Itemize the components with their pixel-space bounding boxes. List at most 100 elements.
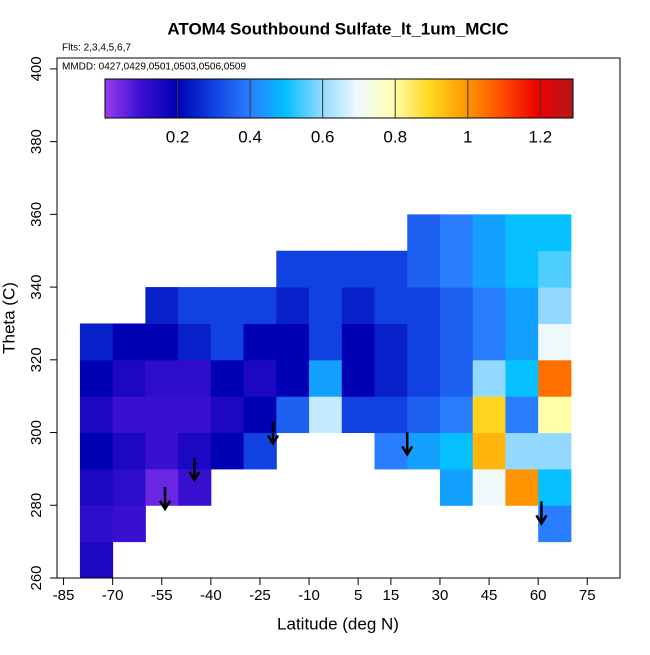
x-tick-label: 75 [579, 587, 596, 604]
heatmap-cell [79, 541, 114, 579]
heatmap-cell [79, 432, 114, 470]
heatmap-cell [407, 323, 441, 361]
y-tick-label: 300 [28, 420, 45, 445]
heatmap-cell [341, 250, 376, 288]
heatmap-cell [439, 250, 474, 288]
x-tick-label: 60 [530, 587, 547, 604]
heatmap-cell [407, 396, 441, 434]
heatmap-cell [178, 396, 212, 434]
y-tick-label: 320 [28, 347, 45, 372]
heatmap-cell [505, 214, 539, 252]
heatmap-cell [374, 287, 408, 324]
x-tick-label: -70 [102, 587, 124, 604]
heatmap-cell [243, 359, 277, 397]
heatmap-cell [407, 432, 441, 470]
heatmap-cell [79, 396, 114, 434]
heatmap-cell [112, 396, 146, 434]
heatmap-cell [374, 359, 408, 397]
heatmap-cell [538, 468, 572, 506]
heatmap-cell [309, 250, 343, 288]
colorbar-tick-label: 0.6 [311, 127, 335, 146]
y-tick-label: 380 [28, 129, 45, 154]
x-tick-label: -40 [200, 587, 222, 604]
heatmap-cell [341, 359, 376, 397]
heatmap-cell [276, 250, 310, 288]
heatmap-cell [538, 505, 572, 543]
annotation: MMDD: 0427,0429,0501,0503,0506,0509 [62, 62, 246, 73]
heatmap-cell [243, 287, 277, 324]
heatmap-cell [407, 287, 441, 324]
y-tick-label: 260 [28, 565, 45, 590]
heatmap-cell [374, 323, 408, 361]
x-tick-label: 15 [383, 587, 400, 604]
x-tick-label: -85 [53, 587, 75, 604]
heatmap-cell [309, 287, 343, 324]
heatmap-cell [79, 468, 114, 506]
heatmap-cell [439, 214, 474, 252]
x-tick-label: -25 [249, 587, 271, 604]
colorbar-tick-label: 1 [463, 127, 472, 146]
heatmap-cell [341, 323, 376, 361]
colorbar-tick-label: 0.2 [166, 127, 190, 146]
heatmap-cell [439, 323, 474, 361]
heatmap-cell [210, 359, 245, 397]
heatmap-cell [210, 432, 245, 470]
heatmap-cell [538, 287, 572, 324]
heatmap-cell [178, 323, 212, 361]
heatmap-cell [79, 323, 114, 361]
y-tick-label: 360 [28, 202, 45, 227]
colorbar-tick-label: 0.4 [238, 127, 262, 146]
heatmap-cell [276, 287, 310, 324]
x-axis-label: Latitude (deg N) [277, 614, 399, 633]
heatmap-cell [472, 287, 506, 324]
arrow [188, 457, 201, 483]
heatmap-cell [145, 359, 179, 397]
heatmap-cell [407, 250, 441, 288]
arrow [535, 501, 548, 526]
x-tick-label: 45 [481, 587, 498, 604]
heatmap-cell [472, 432, 506, 470]
heatmap-cell [178, 359, 212, 397]
x-tick-label: -10 [298, 587, 320, 604]
heatmap-cell [538, 432, 572, 470]
heatmap-cell [341, 396, 376, 434]
y-axis-label: Theta (C) [0, 282, 18, 354]
heatmap-cell [79, 505, 114, 543]
colorbar-tick-label: 1.2 [529, 127, 553, 146]
heatmap-cell [309, 359, 343, 397]
heatmap-cell [472, 250, 506, 288]
heatmap-cell [538, 250, 572, 288]
chart-title: ATOM4 Southbound Sulfate_lt_1um_MCIC [167, 19, 508, 38]
heatmap-cell [276, 323, 310, 361]
heatmap-cell [112, 505, 146, 543]
y-tick-label: 280 [28, 493, 45, 518]
heatmap-cell [341, 287, 376, 324]
heatmap-cell [309, 323, 343, 361]
heatmap-cell [178, 287, 212, 324]
heatmap-cell [210, 323, 245, 361]
heatmap-cell [505, 468, 539, 506]
heatmap-cell [210, 287, 245, 324]
heatmap-cell [505, 359, 539, 397]
heatmap-cell [112, 468, 146, 506]
heatmap-cell [210, 396, 245, 434]
heatmap-cell [374, 250, 408, 288]
heatmap-cell [145, 396, 179, 434]
heatmap-cell [505, 250, 539, 288]
y-tick-label: 400 [28, 56, 45, 81]
x-tick-label: 30 [432, 587, 449, 604]
heatmap-cell [538, 359, 572, 397]
arrow [401, 432, 414, 457]
arrow [266, 421, 280, 446]
heatmap-cell [439, 468, 474, 506]
x-tick-label: -55 [151, 587, 173, 604]
y-tick-label: 340 [28, 275, 45, 300]
heatmap-cell [79, 359, 114, 397]
heatmap-cell [112, 432, 146, 470]
heatmap-cell [276, 396, 310, 434]
heatmap-cell [112, 323, 146, 361]
heatmap-cell [309, 396, 343, 434]
colorbar [104, 78, 574, 119]
heatmap-cell [374, 396, 408, 434]
